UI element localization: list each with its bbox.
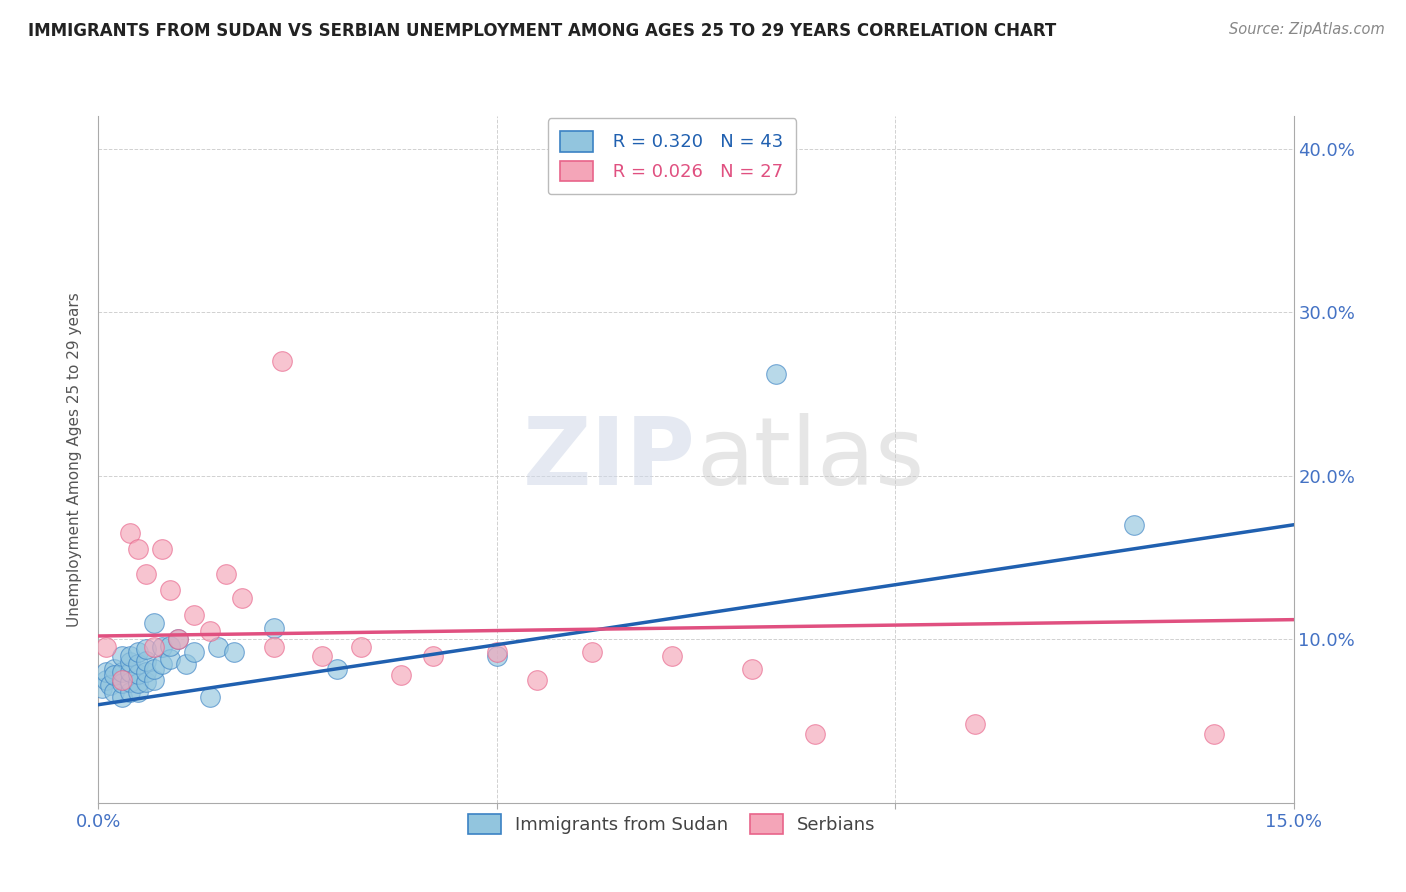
Point	[963, 717, 986, 731]
Point	[96, 640, 118, 655]
Point	[135, 653, 157, 667]
Point	[103, 684, 125, 698]
Point	[96, 665, 118, 679]
Text: atlas: atlas	[696, 413, 924, 506]
Point	[150, 640, 173, 655]
Point	[111, 665, 134, 679]
Point	[485, 645, 508, 659]
Point	[127, 666, 149, 681]
Point	[389, 668, 412, 682]
Point	[96, 673, 118, 688]
Point	[215, 566, 238, 581]
Point	[263, 640, 285, 655]
Point	[183, 645, 205, 659]
Point	[143, 640, 166, 655]
Point	[143, 662, 166, 676]
Point	[127, 657, 149, 671]
Point	[207, 640, 229, 655]
Point	[326, 662, 349, 676]
Point	[581, 645, 603, 659]
Text: IMMIGRANTS FROM SUDAN VS SERBIAN UNEMPLOYMENT AMONG AGES 25 TO 29 YEARS CORRELAT: IMMIGRANTS FROM SUDAN VS SERBIAN UNEMPLO…	[28, 22, 1056, 40]
Point	[91, 681, 114, 696]
Point	[422, 648, 444, 663]
Point	[526, 673, 548, 688]
Point	[350, 640, 373, 655]
Point	[150, 657, 173, 671]
Point	[135, 674, 157, 689]
Point	[167, 632, 190, 647]
Point	[183, 607, 205, 622]
Point	[804, 727, 827, 741]
Point	[198, 690, 221, 704]
Point	[103, 668, 125, 682]
Point	[127, 645, 149, 659]
Point	[167, 632, 190, 647]
Point	[150, 542, 173, 557]
Point	[159, 652, 181, 666]
Legend: Immigrants from Sudan, Serbians: Immigrants from Sudan, Serbians	[457, 803, 887, 846]
Point	[111, 673, 134, 688]
Point	[174, 657, 197, 671]
Point	[143, 673, 166, 688]
Point	[127, 542, 149, 557]
Point	[120, 684, 142, 698]
Point	[222, 645, 245, 659]
Point	[263, 621, 285, 635]
Point	[231, 591, 253, 606]
Point	[120, 525, 142, 540]
Point	[111, 648, 134, 663]
Point	[103, 662, 125, 676]
Point	[270, 354, 292, 368]
Point	[143, 615, 166, 630]
Y-axis label: Unemployment Among Ages 25 to 29 years: Unemployment Among Ages 25 to 29 years	[67, 292, 83, 627]
Point	[127, 684, 149, 698]
Point	[311, 648, 333, 663]
Point	[1123, 517, 1146, 532]
Point	[127, 676, 149, 690]
Point	[135, 642, 157, 657]
Point	[120, 665, 142, 679]
Point	[661, 648, 683, 663]
Point	[111, 676, 134, 690]
Text: Source: ZipAtlas.com: Source: ZipAtlas.com	[1229, 22, 1385, 37]
Point	[765, 368, 787, 382]
Point	[1202, 727, 1225, 741]
Point	[111, 690, 134, 704]
Point	[159, 639, 181, 653]
Point	[198, 624, 221, 639]
Point	[120, 648, 142, 663]
Point	[120, 674, 142, 689]
Point	[135, 566, 157, 581]
Point	[741, 662, 763, 676]
Point	[159, 583, 181, 598]
Point	[120, 655, 142, 669]
Point	[485, 648, 508, 663]
Text: ZIP: ZIP	[523, 413, 696, 506]
Point	[135, 665, 157, 679]
Point	[98, 678, 122, 692]
